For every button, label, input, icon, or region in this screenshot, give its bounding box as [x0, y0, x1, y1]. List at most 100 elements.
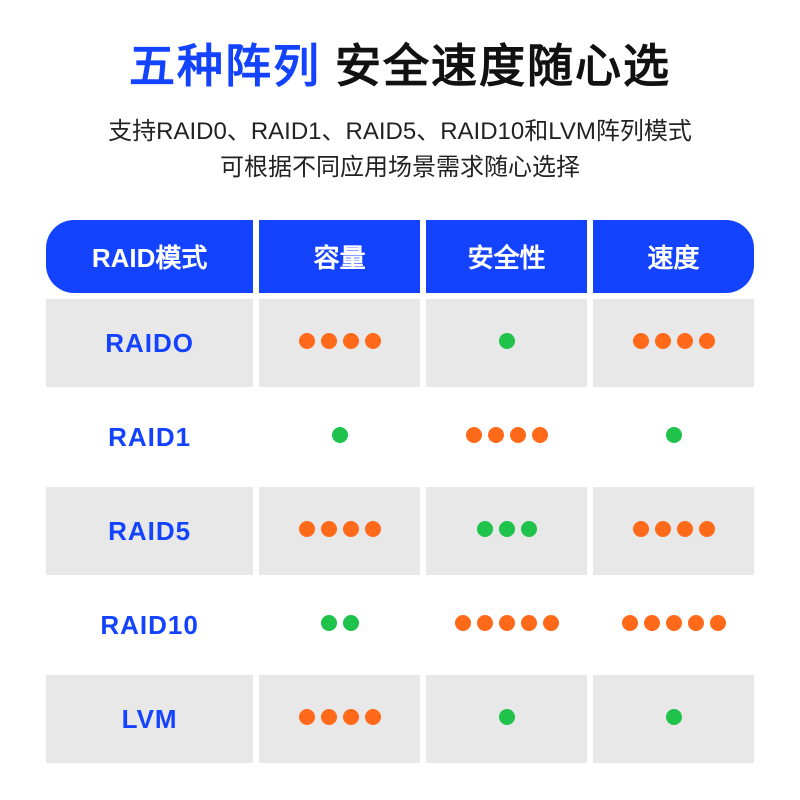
table-row: RAID1 [46, 393, 754, 481]
dot-icon [677, 333, 693, 349]
dot-icon [499, 615, 515, 631]
dot-icon [466, 427, 482, 443]
dot-icon [365, 709, 381, 725]
dot-icon [710, 615, 726, 631]
mode-cell: RAID5 [46, 487, 253, 575]
rating-dots [622, 615, 726, 631]
dot-icon [699, 521, 715, 537]
dot-icon [510, 427, 526, 443]
rating-dots [477, 521, 537, 537]
dot-icon [365, 333, 381, 349]
dot-icon [499, 709, 515, 725]
dot-icon [633, 521, 649, 537]
rating-dots [499, 709, 515, 725]
dot-icon [677, 521, 693, 537]
table-header-cell: 安全性 [426, 220, 587, 293]
speed-cell [593, 581, 754, 669]
dot-icon [343, 333, 359, 349]
capacity-cell [259, 581, 420, 669]
dot-icon [488, 427, 504, 443]
table-header-cell: 容量 [259, 220, 420, 293]
mode-cell: RAID10 [46, 581, 253, 669]
table-row: RAID5 [46, 487, 754, 575]
mode-label: RAID1 [108, 422, 191, 452]
dot-icon [365, 521, 381, 537]
dot-icon [532, 427, 548, 443]
speed-cell [593, 675, 754, 763]
title-main: 安全速度随心选 [335, 30, 671, 96]
dot-icon [321, 615, 337, 631]
dot-icon [343, 709, 359, 725]
safety-cell [426, 581, 587, 669]
dot-icon [521, 521, 537, 537]
raid-comparison-table: RAID模式容量安全性速度 RAIDO RAID1 RAID5 RAID10 LVM [40, 214, 760, 769]
dot-icon [343, 521, 359, 537]
rating-dots [299, 521, 381, 537]
subtitle-line-2: 可根据不同应用场景需求随心选择 [108, 150, 692, 186]
subtitle-line-1: 支持RAID0、RAID1、RAID5、RAID10和LVM阵列模式 [108, 114, 692, 150]
dot-icon [521, 615, 537, 631]
dot-icon [299, 709, 315, 725]
dot-icon [499, 521, 515, 537]
dot-icon [633, 333, 649, 349]
rating-dots [466, 427, 548, 443]
rating-dots [633, 521, 715, 537]
dot-icon [455, 615, 471, 631]
mode-cell: RAID1 [46, 393, 253, 481]
rating-dots [499, 333, 515, 349]
dot-icon [688, 615, 704, 631]
mode-cell: LVM [46, 675, 253, 763]
dot-icon [655, 521, 671, 537]
rating-dots [332, 427, 348, 443]
rating-dots [666, 709, 682, 725]
dot-icon [321, 709, 337, 725]
subtitle: 支持RAID0、RAID1、RAID5、RAID10和LVM阵列模式 可根据不同… [108, 114, 692, 186]
dot-icon [299, 521, 315, 537]
dot-icon [699, 333, 715, 349]
capacity-cell [259, 487, 420, 575]
table-row: LVM [46, 675, 754, 763]
table-row: RAID10 [46, 581, 754, 669]
safety-cell [426, 487, 587, 575]
capacity-cell [259, 299, 420, 387]
mode-label: RAID10 [100, 610, 198, 640]
speed-cell [593, 393, 754, 481]
mode-label: RAIDO [105, 328, 194, 358]
rating-dots [299, 333, 381, 349]
rating-dots [633, 333, 715, 349]
dot-icon [543, 615, 559, 631]
dot-icon [343, 615, 359, 631]
dot-icon [299, 333, 315, 349]
dot-icon [477, 521, 493, 537]
dot-icon [321, 521, 337, 537]
table-header-row: RAID模式容量安全性速度 [46, 220, 754, 293]
speed-cell [593, 299, 754, 387]
mode-label: LVM [122, 704, 178, 734]
dot-icon [499, 333, 515, 349]
table-header-cell: 速度 [593, 220, 754, 293]
dot-icon [655, 333, 671, 349]
rating-dots [299, 709, 381, 725]
title: 五种阵列 安全速度随心选 [129, 30, 671, 96]
dot-icon [666, 615, 682, 631]
dot-icon [666, 709, 682, 725]
dot-icon [622, 615, 638, 631]
dot-icon [477, 615, 493, 631]
dot-icon [644, 615, 660, 631]
safety-cell [426, 393, 587, 481]
table-header-cell: RAID模式 [46, 220, 253, 293]
rating-dots [455, 615, 559, 631]
dot-icon [332, 427, 348, 443]
capacity-cell [259, 675, 420, 763]
capacity-cell [259, 393, 420, 481]
mode-label: RAID5 [108, 516, 191, 546]
safety-cell [426, 675, 587, 763]
dot-icon [321, 333, 337, 349]
mode-cell: RAIDO [46, 299, 253, 387]
rating-dots [321, 615, 359, 631]
safety-cell [426, 299, 587, 387]
rating-dots [666, 427, 682, 443]
dot-icon [666, 427, 682, 443]
table-row: RAIDO [46, 299, 754, 387]
speed-cell [593, 487, 754, 575]
